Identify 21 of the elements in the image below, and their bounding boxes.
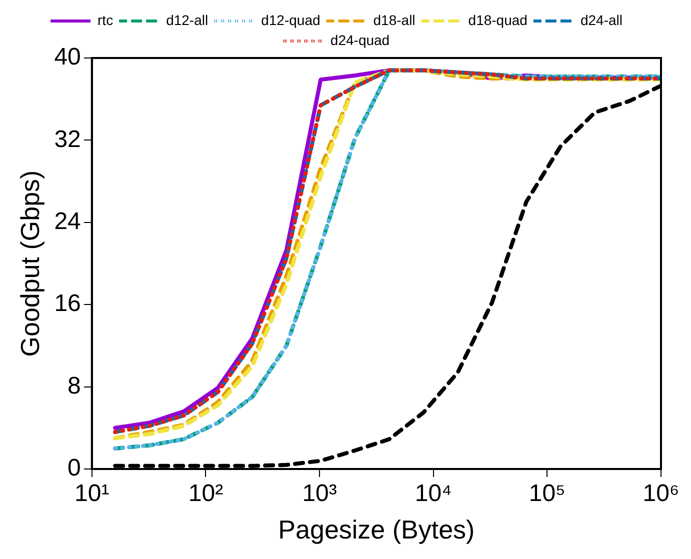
legend-label: d24-quad	[330, 32, 390, 48]
legend-label: d12-quad	[261, 12, 320, 28]
y-axis-title: Goodput (Gbps)	[14, 170, 45, 357]
y-tick-label: 40	[54, 44, 81, 71]
legend-label: d24-all	[580, 12, 622, 28]
y-tick-label: 24	[54, 208, 81, 236]
legend-label: rtc	[98, 12, 114, 28]
legend-label: d12-all	[166, 12, 208, 28]
legend-label: d18-quad	[468, 12, 528, 28]
y-tick-label: 0	[68, 454, 81, 482]
y-tick-label: 16	[54, 290, 81, 318]
y-tick-label: 8	[68, 372, 81, 400]
x-tick-label: 10⁶	[642, 480, 680, 508]
x-tick-label: 10¹	[74, 480, 110, 508]
y-tick-label: 32	[54, 126, 81, 153]
legend-label: d18-all	[373, 12, 416, 28]
x-tick-label: 10³	[302, 480, 337, 508]
x-tick-label: 10²	[188, 480, 224, 508]
x-tick-label: 10⁴	[414, 480, 452, 508]
x-axis-title: Pagesize (Bytes)	[278, 514, 475, 545]
x-tick-label: 10⁵	[528, 480, 566, 508]
